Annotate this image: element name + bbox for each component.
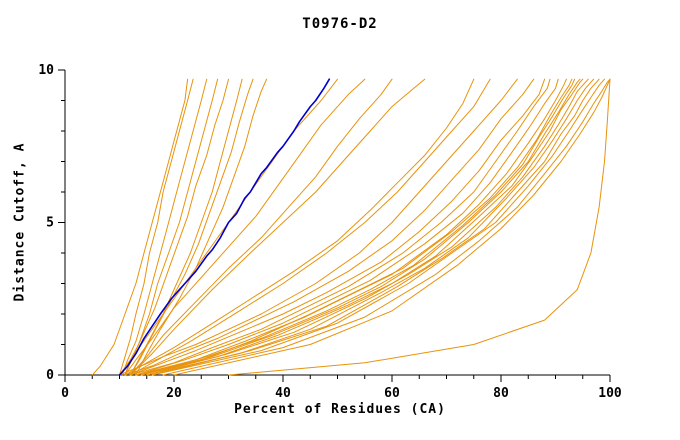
comparison-curve xyxy=(121,78,208,376)
comparison-curve xyxy=(124,78,475,376)
x-tick-label: 40 xyxy=(275,386,291,401)
comparison-curve xyxy=(146,78,595,376)
comparison-curve xyxy=(129,78,491,376)
comparison-curve xyxy=(124,78,366,376)
y-tick-label: 0 xyxy=(46,368,54,383)
comparison-curve xyxy=(173,78,611,376)
x-tick-label: 80 xyxy=(493,386,509,401)
comparison-curve xyxy=(119,78,518,376)
y-tick-label: 5 xyxy=(46,216,54,231)
comparison-curve xyxy=(129,78,254,376)
comparison-curve xyxy=(124,78,229,376)
comparison-curve xyxy=(140,78,576,376)
comparison-curve xyxy=(135,78,573,376)
comparison-curve xyxy=(140,78,584,376)
comparison-curve xyxy=(129,78,551,376)
comparison-curve xyxy=(135,78,268,376)
comparison-curve xyxy=(140,78,581,376)
chart-title: T0976-D2 xyxy=(302,16,378,32)
comparison-curve xyxy=(162,78,611,376)
comparison-curve xyxy=(151,78,605,376)
comparison-curve xyxy=(119,78,194,376)
comparison-curve xyxy=(135,78,559,376)
model-curve xyxy=(118,78,331,376)
comparison-curve xyxy=(119,78,338,376)
comparison-curve xyxy=(228,78,611,376)
x-tick-label: 0 xyxy=(61,386,69,401)
y-tick-label: 10 xyxy=(38,63,54,78)
x-tick-label: 60 xyxy=(384,386,400,401)
x-tick-label: 20 xyxy=(166,386,182,401)
comparison-curve xyxy=(91,78,189,376)
comparison-curve xyxy=(151,78,600,376)
comparison-curve xyxy=(124,78,535,376)
comparison-curve xyxy=(129,78,393,376)
comparison-curve xyxy=(129,78,546,376)
comparison-curve xyxy=(129,78,426,376)
comparison-curve xyxy=(146,78,589,376)
x-axis-label: Percent of Residues (CA) xyxy=(234,402,446,417)
x-tick-label: 100 xyxy=(598,386,622,401)
comparison-curve xyxy=(135,78,567,376)
